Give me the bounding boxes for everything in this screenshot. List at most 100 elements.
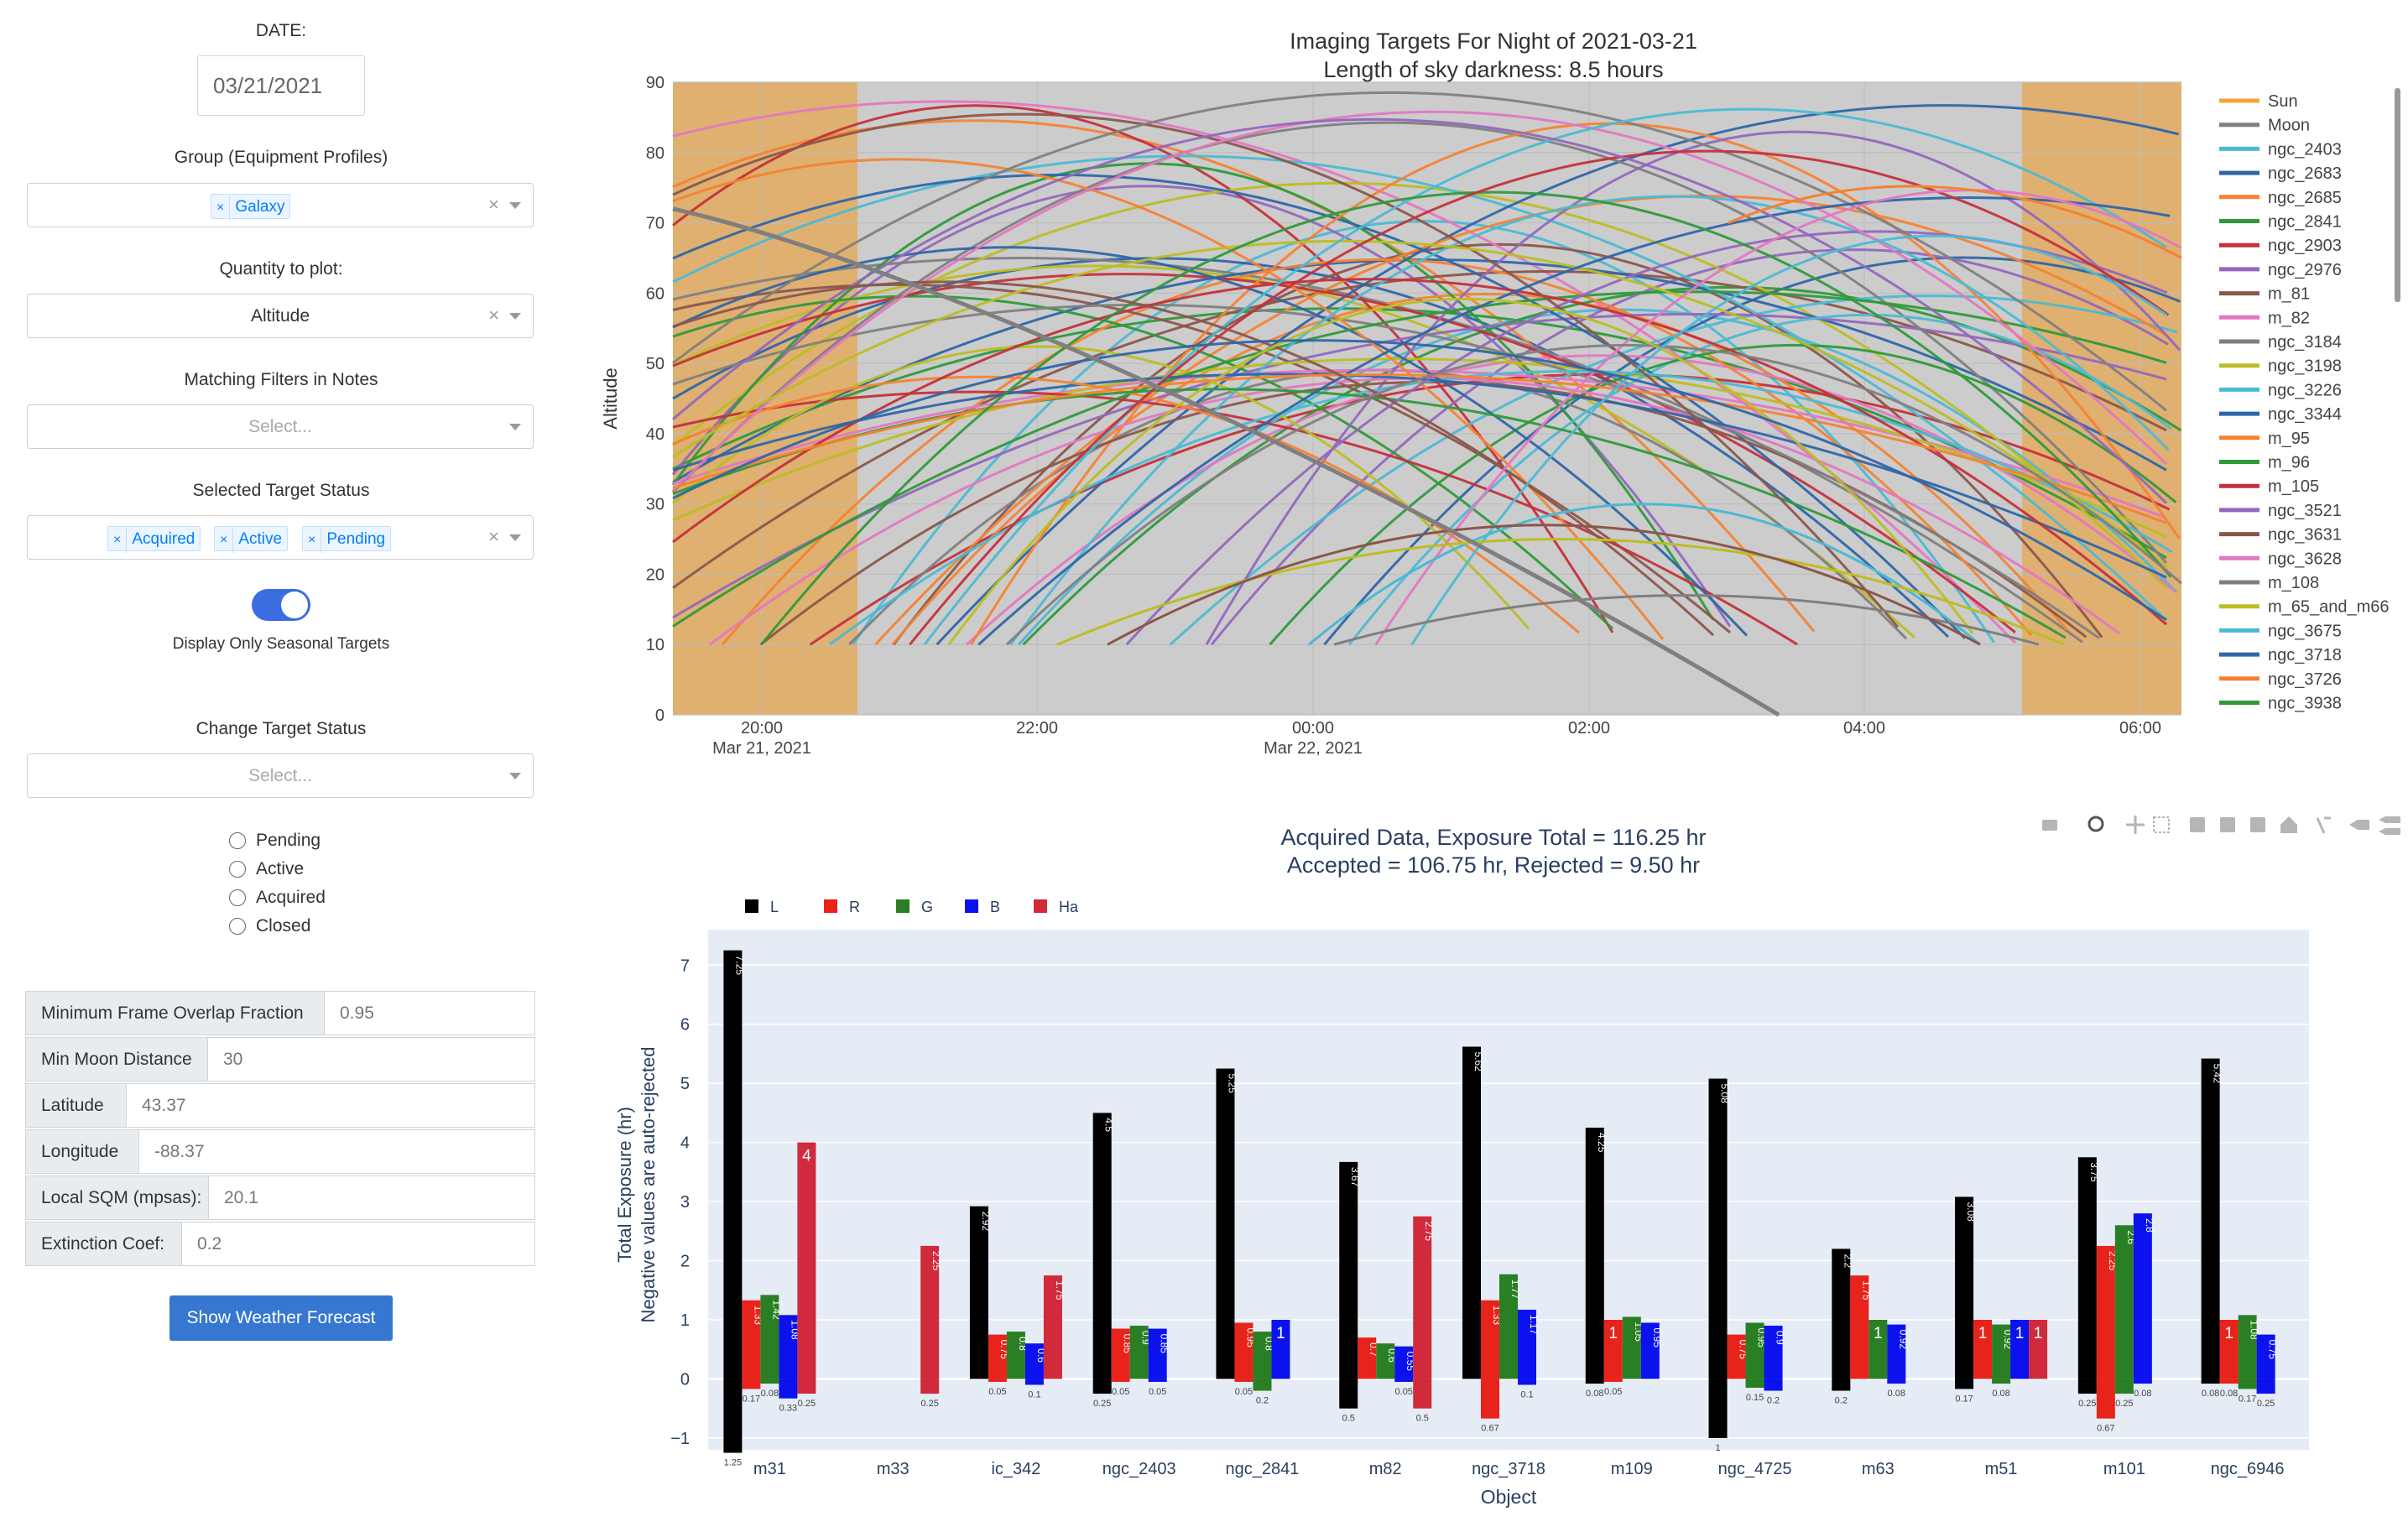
rejected-bar[interactable]: 0.1 <box>1518 1379 1536 1400</box>
rejected-bar[interactable]: 0.25 <box>2114 1379 2134 1409</box>
remove-tag-icon[interactable]: × <box>211 195 231 221</box>
zoom-out-icon[interactable] <box>2220 817 2235 832</box>
bar[interactable]: 0.85 <box>1148 1328 1170 1379</box>
bar[interactable]: 1 <box>1973 1320 1993 1379</box>
bar[interactable]: 1.17 <box>1518 1310 1540 1379</box>
bar[interactable]: 0.75 <box>2256 1334 2279 1379</box>
clear-icon[interactable]: × <box>488 526 499 547</box>
legend-item[interactable]: R <box>824 899 860 915</box>
rejected-bar[interactable]: 0.08 <box>2133 1379 2152 1399</box>
change-status-select[interactable]: Select... <box>27 753 534 798</box>
bar[interactable]: 5.08 <box>1708 1078 1731 1379</box>
autoscale-icon[interactable] <box>2250 817 2265 832</box>
bar[interactable]: 5.25 <box>1216 1068 1238 1379</box>
bar[interactable]: 3.08 <box>1955 1196 1977 1379</box>
legend-item[interactable]: L <box>745 899 779 915</box>
chevron-down-icon[interactable] <box>509 534 521 541</box>
rejected-bar[interactable]: 0.25 <box>2077 1379 2097 1409</box>
filters-select[interactable]: Select... <box>27 404 534 449</box>
rejected-bar[interactable]: 0.1 <box>1024 1379 1044 1400</box>
chevron-down-icon[interactable] <box>509 202 521 209</box>
legend-item[interactable]: Moon <box>2219 117 2310 135</box>
box-select-icon[interactable] <box>2153 816 2170 833</box>
radio-circle[interactable] <box>229 889 246 906</box>
latitude-input[interactable]: 43.37 <box>127 1083 535 1128</box>
rejected-bar[interactable]: 0.08 <box>2219 1379 2239 1399</box>
legend-item[interactable]: ngc_3938 <box>2219 695 2342 713</box>
bar[interactable]: 2.25 <box>920 1245 942 1379</box>
longitude-input[interactable]: -88.37 <box>139 1129 535 1174</box>
legend-item[interactable]: ngc_3726 <box>2219 670 2342 689</box>
exposure-bar-chart[interactable]: Acquired Data, Exposure Total = 116.25 h… <box>554 822 2408 1522</box>
legend-item[interactable]: ngc_3631 <box>2219 526 2342 545</box>
bar[interactable]: 1 <box>2219 1320 2239 1379</box>
rejected-bar[interactable]: 0.25 <box>2256 1379 2275 1409</box>
remove-tag-icon[interactable]: × <box>215 528 234 553</box>
bar[interactable]: 7.25 <box>723 950 745 1379</box>
min-frame-overlap-input[interactable]: 0.95 <box>325 991 535 1035</box>
radio-pending[interactable]: Pending <box>229 831 321 851</box>
rejected-bar[interactable]: 0.17 <box>1955 1379 1974 1404</box>
bar[interactable]: 2.8 <box>2133 1213 2155 1379</box>
radio-circle[interactable] <box>229 832 246 849</box>
extinction-coef-input[interactable]: 0.2 <box>182 1222 535 1266</box>
legend-item[interactable]: m_65_and_m66 <box>2219 598 2390 617</box>
remove-tag-icon[interactable]: × <box>303 528 322 553</box>
radio-circle[interactable] <box>229 918 246 935</box>
rejected-bar[interactable]: 0.25 <box>1092 1379 1112 1409</box>
legend-item[interactable]: ngc_2403 <box>2219 140 2342 159</box>
clear-icon[interactable]: × <box>488 305 499 326</box>
legend-item[interactable]: ngc_3718 <box>2219 646 2342 665</box>
rejected-bar[interactable]: 0.15 <box>1745 1379 1764 1403</box>
bar[interactable]: 1 <box>1271 1320 1290 1379</box>
bar[interactable]: 5.42 <box>2201 1058 2223 1379</box>
rejected-bar[interactable]: 0.67 <box>1481 1379 1499 1434</box>
camera-icon[interactable] <box>2042 820 2057 831</box>
rejected-bar[interactable]: 0.08 <box>1992 1379 2011 1399</box>
rejected-bar[interactable]: 0.05 <box>1111 1379 1130 1397</box>
min-moon-distance-input[interactable]: 30 <box>208 1037 535 1082</box>
legend-item[interactable]: G <box>896 899 933 915</box>
bar[interactable]: 1 <box>1603 1320 1623 1379</box>
seasonal-toggle[interactable] <box>252 589 310 621</box>
legend-item[interactable]: ngc_3184 <box>2219 333 2342 352</box>
quantity-select[interactable]: Altitude × <box>27 294 534 338</box>
legend-item[interactable]: ngc_3344 <box>2219 405 2342 424</box>
rejected-bar[interactable]: 1 <box>1708 1379 1728 1453</box>
legend-item[interactable]: ngc_2841 <box>2219 213 2342 232</box>
group-select[interactable]: × Galaxy × <box>27 183 534 227</box>
status-tag[interactable]: × Acquired <box>107 526 201 553</box>
legend-item[interactable]: ngc_3521 <box>2219 502 2342 520</box>
legend-item[interactable]: m_95 <box>2219 430 2310 448</box>
rejected-bar[interactable]: 0.05 <box>988 1379 1007 1397</box>
rejected-bar[interactable]: 0.08 <box>760 1379 779 1399</box>
clear-icon[interactable]: × <box>488 194 499 215</box>
bar[interactable]: 2.2 <box>1832 1248 1853 1379</box>
rejected-bar[interactable]: 0.17 <box>2238 1379 2257 1404</box>
altitude-chart[interactable]: Imaging Targets For Night of 2021-03-21 … <box>554 0 2408 772</box>
legend-item[interactable]: ngc_2685 <box>2219 189 2342 207</box>
legend-scrollbar[interactable] <box>2395 88 2400 302</box>
bar[interactable]: 1.77 <box>1499 1274 1521 1379</box>
bar[interactable]: 5.62 <box>1462 1046 1484 1379</box>
bar[interactable]: 1 <box>2029 1320 2048 1379</box>
bar[interactable]: 2.92 <box>969 1206 992 1379</box>
chevron-down-icon[interactable] <box>509 773 521 779</box>
legend-item[interactable]: m_81 <box>2219 285 2310 304</box>
hover-closest-icon[interactable] <box>2349 820 2369 830</box>
remove-tag-icon[interactable]: × <box>108 528 128 553</box>
rejected-bar[interactable]: 0.08 <box>1887 1379 1906 1399</box>
rejected-bar[interactable]: 0.67 <box>2096 1379 2115 1434</box>
bar[interactable]: 0.9 <box>1764 1326 1786 1379</box>
bar[interactable]: 4.25 <box>1585 1128 1608 1379</box>
legend-item[interactable]: ngc_2683 <box>2219 164 2342 183</box>
zoom-icon[interactable] <box>2087 816 2104 832</box>
legend-item[interactable]: ngc_3675 <box>2219 622 2342 640</box>
radio-active[interactable]: Active <box>229 859 304 879</box>
chevron-down-icon[interactable] <box>509 424 521 430</box>
reset-axes-icon[interactable] <box>2280 816 2297 833</box>
rejected-bar[interactable]: 0.17 <box>742 1379 761 1404</box>
status-tag[interactable]: × Active <box>214 526 289 553</box>
legend-item[interactable]: Ha <box>1034 899 1079 915</box>
legend-item[interactable]: m_96 <box>2219 454 2310 472</box>
